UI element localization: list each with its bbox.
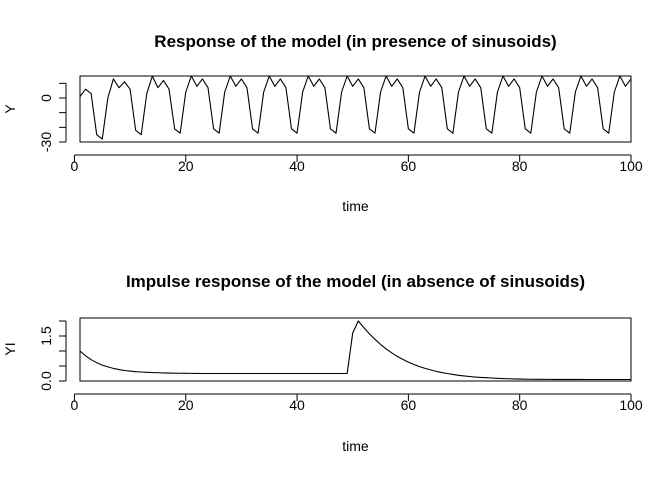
- x-tick-label: 40: [289, 397, 305, 413]
- x-tick-label: 0: [71, 158, 79, 174]
- y-axis-label: YI: [2, 342, 18, 355]
- x-tick-label: 100: [619, 158, 643, 174]
- y-tick-label: 0: [38, 94, 54, 102]
- x-tick-label: 20: [178, 158, 194, 174]
- chart-title: Response of the model (in presence of si…: [154, 32, 556, 51]
- x-tick-label: 40: [289, 158, 305, 174]
- x-tick-label: 0: [71, 397, 79, 413]
- x-tick-label: 60: [401, 158, 417, 174]
- y-axis-label: Y: [2, 104, 18, 114]
- plot-frame: [79, 317, 632, 382]
- y-tick-label: 0.0: [38, 371, 54, 391]
- series-line: [79, 320, 631, 381]
- x-tick-label: 20: [178, 397, 194, 413]
- x-tick-label: 60: [401, 397, 417, 413]
- series-line: [79, 75, 632, 140]
- chart-title: Impulse response of the model (in absenc…: [126, 272, 585, 291]
- x-tick-label: 100: [619, 397, 643, 413]
- y-tick-label: 1.5: [38, 326, 54, 346]
- x-axis-label: time: [342, 438, 369, 454]
- x-tick-label: 80: [512, 397, 528, 413]
- x-tick-label: 80: [512, 158, 528, 174]
- x-axis-label: time: [342, 198, 369, 214]
- y-tick-label: -30: [38, 132, 54, 152]
- plot-frame: [79, 75, 632, 143]
